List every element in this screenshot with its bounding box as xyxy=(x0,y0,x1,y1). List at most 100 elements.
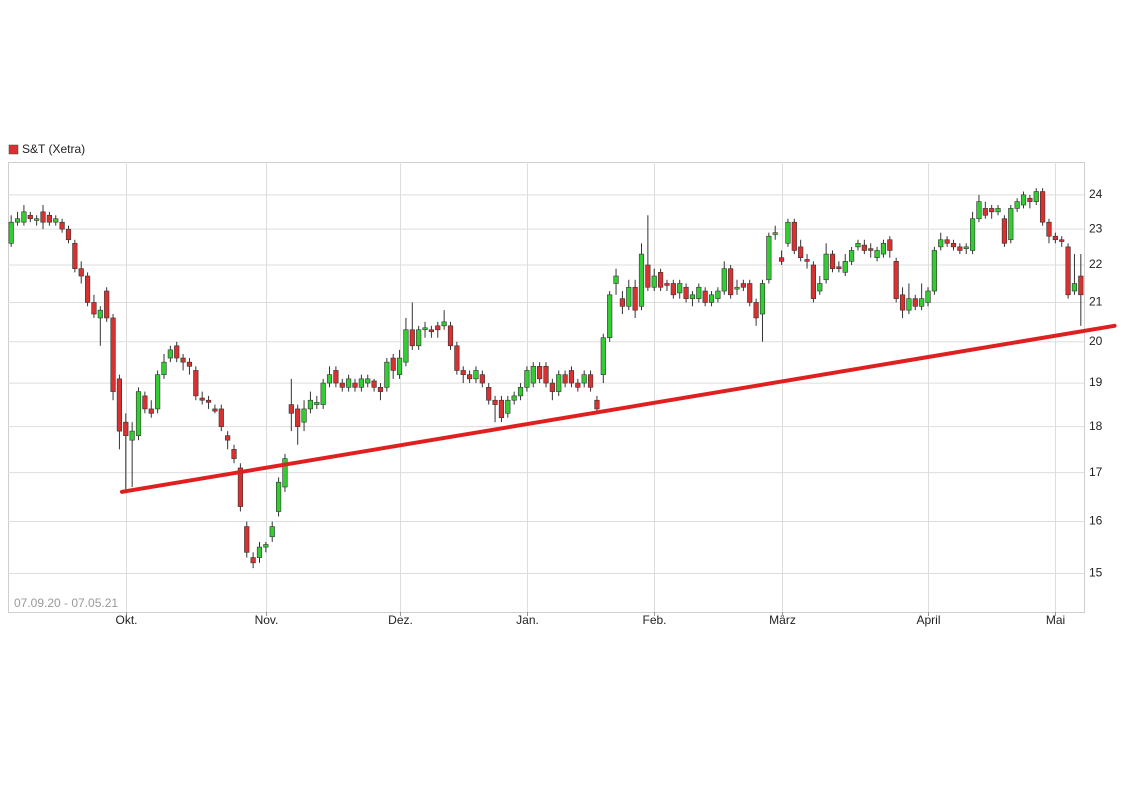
y-tick-label: 19 xyxy=(1089,375,1103,389)
candle-body xyxy=(1008,208,1014,241)
candle-body xyxy=(874,250,880,258)
candle-body xyxy=(562,374,568,384)
candle-body xyxy=(912,298,918,307)
candles xyxy=(8,188,1084,569)
candle-body xyxy=(256,546,263,558)
candle-body xyxy=(849,250,855,262)
candle-body xyxy=(180,357,186,363)
candle-body xyxy=(1065,246,1071,296)
candle-body xyxy=(346,378,352,388)
candle-body xyxy=(396,357,403,375)
candle-body xyxy=(428,329,434,333)
date-range: 07.09.20 - 07.05.21 xyxy=(14,596,118,610)
candle-body xyxy=(148,408,154,414)
candle-body xyxy=(339,382,345,388)
candle-body xyxy=(899,294,906,311)
candle-body xyxy=(772,232,778,235)
candle-body xyxy=(416,329,422,347)
candle-body xyxy=(995,208,1001,213)
candle-body xyxy=(976,201,982,220)
candle-body xyxy=(473,370,479,380)
candle-body xyxy=(721,268,727,292)
candle-body xyxy=(1033,191,1039,202)
candle-body xyxy=(129,430,135,441)
candle-body xyxy=(556,374,562,392)
candle-body xyxy=(123,421,129,436)
candle-body xyxy=(651,275,657,288)
candle-body xyxy=(59,221,65,230)
candle-body xyxy=(568,370,575,384)
candle-body xyxy=(880,243,887,255)
candle-body xyxy=(925,290,931,303)
candle-body xyxy=(53,218,59,223)
x-tick-label: April xyxy=(916,613,940,627)
candle-body xyxy=(384,361,390,388)
candle-body xyxy=(638,253,645,307)
candle-body xyxy=(982,208,988,216)
candle-body xyxy=(116,378,123,432)
candle-body xyxy=(307,399,314,410)
candle-body xyxy=(543,365,549,384)
y-tick-label: 24 xyxy=(1089,187,1103,201)
candle-body xyxy=(626,286,632,307)
candle-body xyxy=(689,294,696,299)
x-tick-label: Mai xyxy=(1046,613,1065,627)
candle-body xyxy=(804,259,810,262)
candle-body xyxy=(670,283,676,296)
candle-body xyxy=(842,261,848,273)
candle-body xyxy=(505,399,511,414)
candle-body xyxy=(957,246,963,251)
candle-body xyxy=(447,325,454,347)
candle-body xyxy=(84,275,91,303)
candle-body xyxy=(791,221,797,251)
candle-body xyxy=(810,264,817,299)
candle-body xyxy=(619,298,625,307)
candle-body xyxy=(575,382,581,388)
candle-body xyxy=(696,286,702,299)
candle-body xyxy=(613,275,619,284)
trendline xyxy=(119,323,1117,494)
candle-body xyxy=(524,370,530,388)
candle-body xyxy=(817,283,823,292)
candle-body xyxy=(989,208,995,213)
candle-body xyxy=(1001,218,1008,244)
candle-body xyxy=(27,214,33,220)
candle-body xyxy=(537,365,543,380)
candle-body xyxy=(377,387,384,392)
candle-body xyxy=(244,526,250,553)
candle-body xyxy=(288,404,294,414)
candle-body xyxy=(8,221,14,244)
candle-body xyxy=(1027,197,1033,202)
candle-body xyxy=(225,435,231,441)
candle-body xyxy=(65,228,72,241)
candle-body xyxy=(231,449,237,459)
candle-body xyxy=(97,309,103,319)
candle-body xyxy=(658,272,664,288)
candle-body xyxy=(441,321,447,327)
candle-body xyxy=(747,283,753,303)
candle-body xyxy=(868,248,874,251)
candle-body xyxy=(167,349,173,359)
candle-body xyxy=(931,250,937,292)
candle-body xyxy=(409,329,415,347)
y-tick-label: 23 xyxy=(1089,221,1103,235)
candle-body xyxy=(72,243,78,269)
candle-body xyxy=(1046,221,1052,237)
y-tick-label: 21 xyxy=(1089,295,1103,309)
candle-body xyxy=(135,391,142,436)
candle-body xyxy=(950,243,957,248)
overlay xyxy=(119,323,1117,494)
candle-body xyxy=(193,370,199,397)
candle-body xyxy=(40,211,46,223)
candle-body xyxy=(486,387,492,401)
candle-body xyxy=(110,317,116,392)
candle-body xyxy=(740,283,746,288)
candle-body xyxy=(778,257,785,262)
y-tick-label: 16 xyxy=(1089,514,1103,528)
candle-body xyxy=(607,294,613,339)
candle-body xyxy=(250,557,256,564)
candle-body xyxy=(511,395,517,401)
candle-body xyxy=(702,290,708,303)
y-tick-label: 18 xyxy=(1089,419,1103,433)
